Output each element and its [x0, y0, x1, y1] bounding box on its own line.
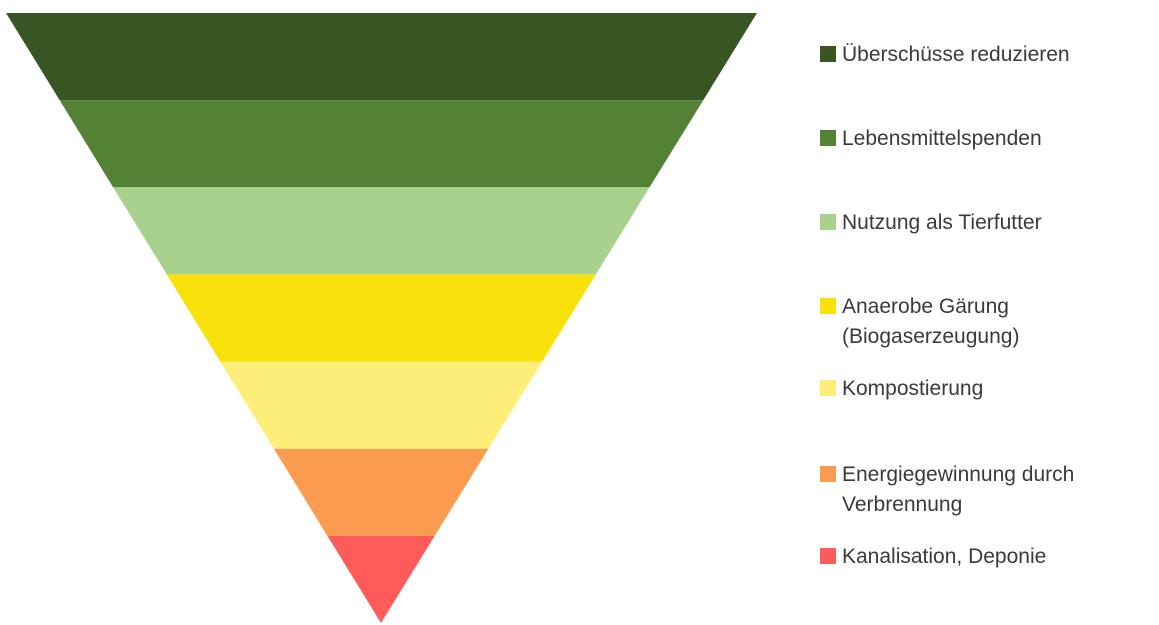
inverted-pyramid-diagram — [6, 13, 757, 623]
pyramid-level-2 — [59, 100, 704, 188]
legend-label-4: Anaerobe Gärung (Biogaserzeugung) — [842, 295, 1020, 348]
legend-label-5: Kompostierung — [842, 377, 984, 400]
legend-swatch-6 — [820, 466, 836, 482]
legend-swatch-4 — [820, 298, 836, 314]
legend-label-2: Lebensmittelspenden — [842, 127, 1042, 150]
legend-item-6: Energiegewinnung durch Verbrennung — [820, 460, 1159, 520]
legend-item-7: Kanalisation, Deponie — [820, 542, 1159, 572]
pyramid-level-6 — [273, 448, 489, 536]
legend-item-1: Überschüsse reduzieren — [820, 40, 1159, 70]
legend-label-6: Energiegewinnung durch Verbrennung — [842, 463, 1075, 516]
legend-label-3: Nutzung als Tierfutter — [842, 211, 1042, 234]
legend-item-2: Lebensmittelspenden — [820, 124, 1159, 154]
pyramid-level-7 — [327, 535, 435, 623]
legend-swatch-1 — [820, 46, 836, 62]
legend-label-1: Überschüsse reduzieren — [842, 43, 1070, 66]
legend-item-5: Kompostierung — [820, 374, 1159, 404]
legend-item-4: Anaerobe Gärung (Biogaserzeugung) — [820, 292, 1159, 352]
legend-swatch-7 — [820, 548, 836, 564]
pyramid-level-4 — [166, 274, 596, 362]
legend-swatch-3 — [820, 214, 836, 230]
legend-swatch-5 — [820, 380, 836, 396]
pyramid-level-5 — [220, 361, 543, 449]
pyramid-level-1 — [6, 13, 757, 101]
legend-swatch-2 — [820, 130, 836, 146]
legend: Überschüsse reduzieren Lebensmittelspend… — [820, 0, 1159, 625]
legend-label-7: Kanalisation, Deponie — [842, 545, 1047, 568]
legend-item-3: Nutzung als Tierfutter — [820, 208, 1159, 238]
pyramid-level-3 — [113, 187, 650, 275]
